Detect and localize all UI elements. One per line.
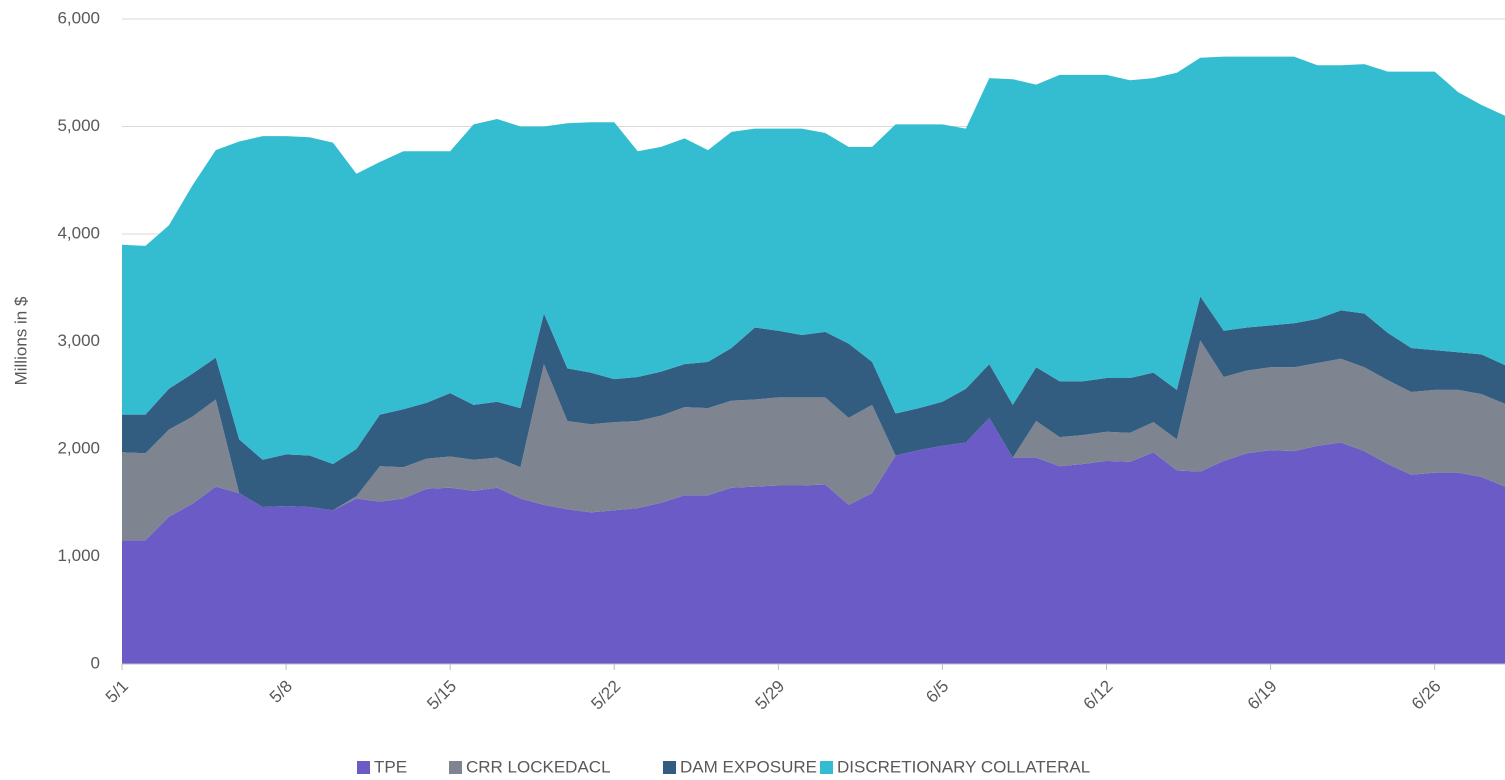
x-tick-label: 5/1 xyxy=(102,677,132,707)
legend-swatch xyxy=(449,761,462,774)
x-tick-label: 5/22 xyxy=(587,677,624,714)
legend-label: DISCRETIONARY COLLATERAL xyxy=(837,757,1090,776)
x-tick-label: 6/12 xyxy=(1080,677,1117,714)
area xyxy=(122,296,1505,511)
legend-label: TPE xyxy=(374,757,407,776)
x-tick-label: 6/5 xyxy=(922,677,952,707)
y-tick-label: 6,000 xyxy=(57,8,100,27)
y-tick-label: 2,000 xyxy=(57,438,100,457)
x-tick-label: 6/26 xyxy=(1408,677,1445,714)
legend-swatch xyxy=(663,761,676,774)
y-tick-label: 5,000 xyxy=(57,116,100,135)
area xyxy=(122,417,1505,664)
legend-label: CRR LOCKEDACL xyxy=(466,757,611,776)
area xyxy=(122,340,1505,541)
legend-swatch xyxy=(357,761,370,774)
x-tick-label: 5/29 xyxy=(752,677,789,714)
y-axis-label: Millions in $ xyxy=(11,296,30,385)
area xyxy=(122,56,1505,465)
x-tick-label: 6/19 xyxy=(1244,677,1281,714)
y-tick-label: 3,000 xyxy=(57,331,100,350)
y-tick-label: 1,000 xyxy=(57,546,100,565)
x-tick-label: 5/8 xyxy=(266,677,296,707)
legend-swatch xyxy=(820,761,833,774)
y-tick-label: 4,000 xyxy=(57,223,100,242)
y-tick-label: 0 xyxy=(91,653,100,672)
legend-label: DAM EXPOSURE xyxy=(680,757,817,776)
x-tick-label: 5/15 xyxy=(423,677,460,714)
